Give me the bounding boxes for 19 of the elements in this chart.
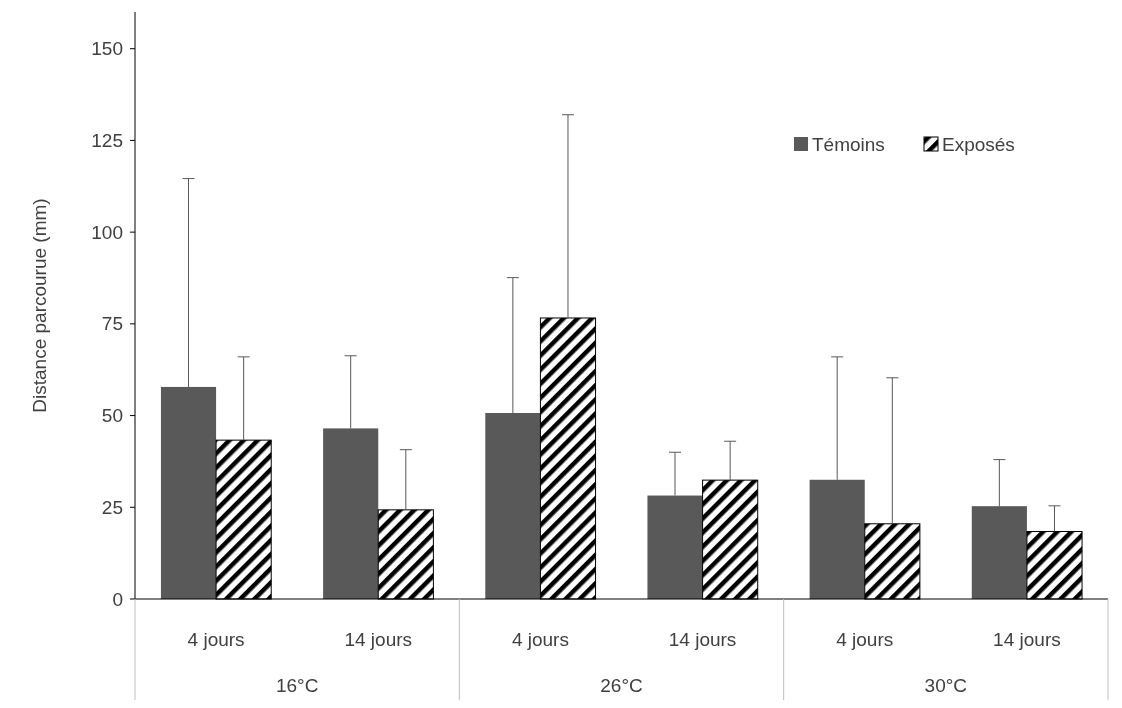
y-tick-label: 25 [101,496,123,518]
x-tick-label: 14 jours [668,628,737,650]
legend-label: Exposés [942,133,1015,155]
x-tick-label: 4 jours [511,628,569,650]
y-tick-label: 0 [112,588,123,610]
y-tick-label: 75 [101,313,123,335]
y-tick-label: 100 [91,221,123,243]
text: 16°C [275,674,319,696]
x-tick-label: 4 jours [187,628,245,650]
y-tick-label: 150 [91,38,123,60]
x-tick-label: 14 jours [993,628,1061,650]
text: 30°C [924,674,968,696]
y-tick-label: 50 [101,405,123,427]
y-tick-label: 125 [91,130,123,152]
y-axis-title: Distance parcourue (mm) [29,198,50,413]
legend-label: Témoins [812,133,885,155]
text: 26°C [600,674,643,696]
x-tick-label: 4 jours [836,628,894,650]
x-tick-label: 14 jours [344,628,413,650]
